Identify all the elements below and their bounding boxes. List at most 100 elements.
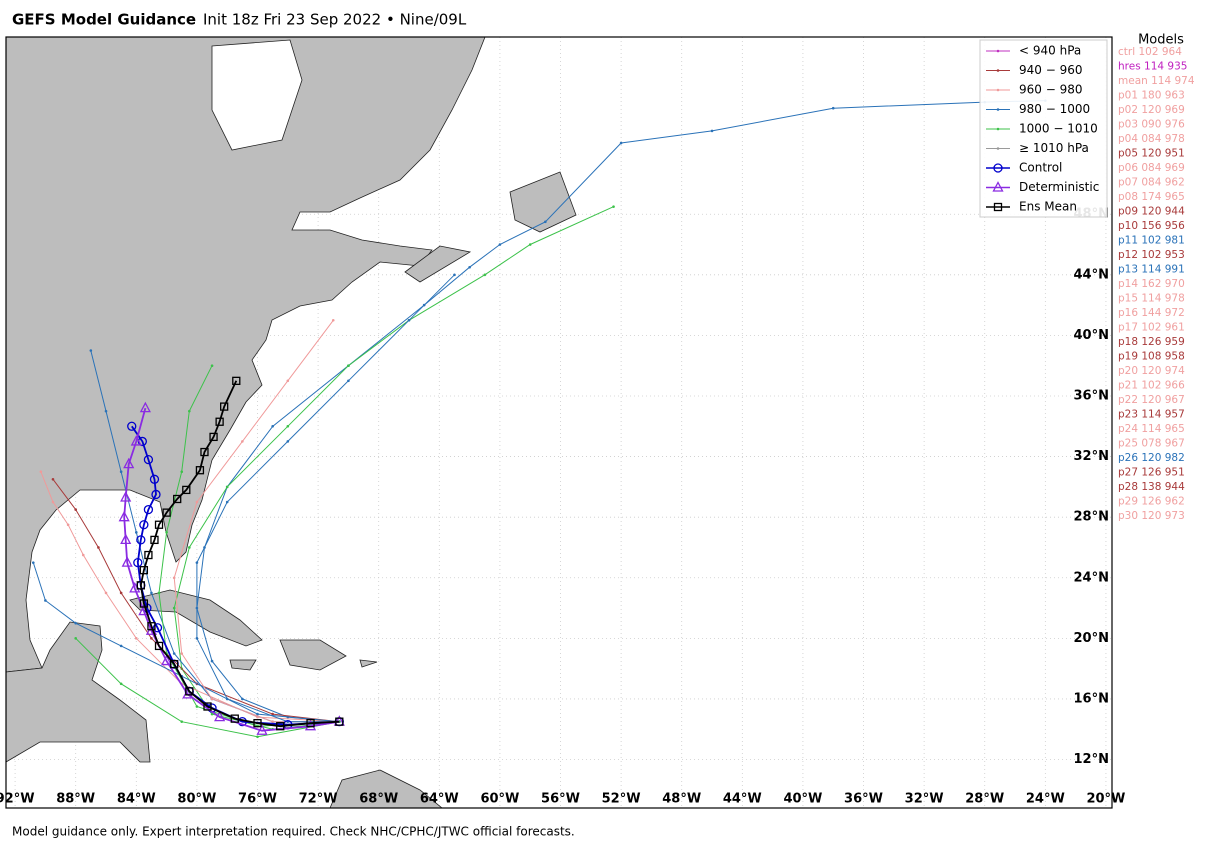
track-point — [210, 659, 214, 663]
track-point — [286, 379, 290, 383]
track-line — [123, 407, 340, 732]
track-point — [139, 401, 151, 413]
x-tick-label: 36°W — [844, 792, 883, 807]
track-point — [306, 719, 315, 728]
y-tick-label: 32°N — [1074, 449, 1109, 464]
track-point — [528, 243, 532, 246]
puerto-rico — [359, 659, 378, 668]
models-title: Models — [1138, 33, 1184, 48]
track-point — [180, 470, 184, 474]
model-item: p14 162 970 — [1118, 278, 1185, 290]
north-america — [6, 37, 486, 673]
track-point — [276, 722, 285, 731]
x-tick-label: 60°W — [480, 792, 519, 807]
track-point — [331, 318, 335, 322]
model-item: p18 126 959 — [1118, 336, 1185, 348]
y-tick-label: 44°N — [1074, 267, 1109, 282]
model-item: p13 114 991 — [1118, 264, 1185, 276]
model-item: p09 120 944 — [1118, 206, 1185, 218]
track-point — [225, 500, 229, 504]
track-point — [271, 424, 274, 428]
track-point — [162, 508, 171, 517]
track-point — [225, 697, 229, 701]
x-tick-label: 40°W — [783, 792, 822, 807]
yucatan-central-america — [6, 621, 151, 763]
track-point — [120, 533, 132, 545]
newfoundland — [509, 171, 577, 233]
track-point — [127, 421, 137, 431]
track-point — [136, 581, 145, 590]
track-point — [498, 243, 502, 246]
track-point — [147, 622, 156, 631]
y-tick-label: 36°N — [1074, 388, 1109, 403]
x-tick-label: 72°W — [299, 792, 338, 807]
legend-marker — [996, 127, 1000, 131]
hispaniola — [279, 639, 347, 671]
track-point — [44, 599, 47, 602]
track-point — [209, 432, 218, 442]
model-item: p28 138 944 — [1118, 481, 1185, 493]
model-item: p04 084 978 — [1118, 133, 1185, 145]
track-point — [225, 485, 229, 489]
track-point — [150, 535, 159, 545]
track-point — [195, 637, 199, 640]
track-point — [151, 489, 161, 500]
track-point — [256, 712, 259, 716]
track-point — [31, 561, 35, 564]
x-tick-label: 76°W — [238, 792, 277, 807]
track-line — [52, 479, 340, 723]
model-item: hres 114 935 — [1118, 61, 1187, 73]
footer: Model guidance only. Expert interpretati… — [12, 825, 575, 839]
track-line — [196, 274, 455, 723]
x-tick-label: 24°W — [1026, 792, 1065, 807]
model-item: p02 120 969 — [1118, 104, 1185, 116]
track-point — [81, 553, 85, 557]
x-tick-label: 52°W — [602, 792, 641, 807]
track-point — [119, 682, 123, 686]
track-point — [619, 141, 623, 145]
track-point — [271, 720, 274, 723]
track-point — [118, 510, 130, 522]
track-point — [150, 637, 153, 640]
track-point — [188, 546, 191, 549]
model-item: p16 144 972 — [1118, 307, 1185, 319]
track-point — [182, 485, 191, 495]
x-tick-label: 80°W — [177, 792, 216, 807]
track-point — [39, 470, 43, 474]
track-point — [286, 424, 290, 428]
track-point — [210, 364, 214, 367]
track-point — [143, 504, 154, 515]
track-point — [74, 621, 77, 625]
legend-marker — [996, 49, 1000, 53]
y-tick-label: 28°N — [1074, 510, 1109, 525]
y-tick-label: 20°N — [1074, 631, 1109, 646]
track-point — [214, 710, 226, 722]
track-point — [232, 376, 241, 385]
y-tick-label: 40°N — [1074, 328, 1109, 343]
track-point — [172, 576, 176, 580]
track-point — [119, 591, 123, 595]
jamaica — [229, 659, 257, 671]
model-item: ctrl 102 964 — [1118, 46, 1182, 58]
track-line — [196, 100, 1046, 723]
model-item: p26 120 982 — [1118, 452, 1185, 464]
track-point — [51, 500, 55, 504]
track-point — [241, 440, 244, 443]
x-tick-label: 64°W — [420, 792, 459, 807]
x-tick-label: 32°W — [905, 792, 944, 807]
model-item: p25 078 967 — [1118, 438, 1185, 450]
track-point — [66, 523, 70, 527]
y-tick-label: 24°N — [1074, 570, 1109, 585]
track-point — [123, 457, 135, 469]
legend-label: < 940 hPa — [1019, 44, 1081, 58]
track-point — [286, 440, 290, 443]
track-line — [139, 380, 340, 728]
track-point — [152, 623, 163, 633]
x-tick-label: 84°W — [117, 792, 156, 807]
model-item: p08 174 965 — [1118, 191, 1185, 203]
legend-label: 940 − 960 — [1019, 63, 1083, 77]
track-point — [468, 265, 471, 269]
track-point — [215, 417, 224, 426]
track-point — [143, 454, 154, 465]
